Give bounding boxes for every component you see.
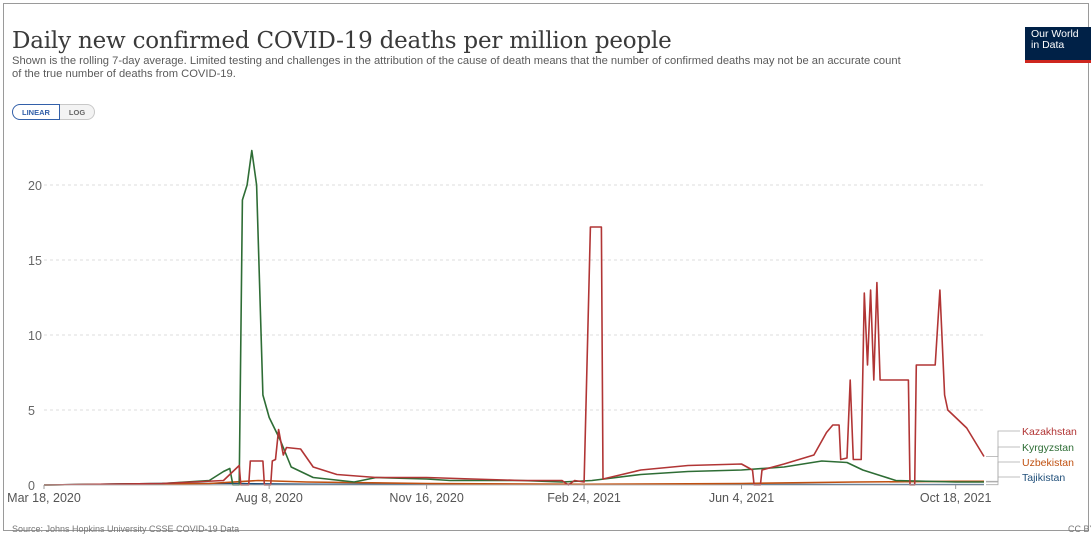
series-line-kazakhstan[interactable] — [43, 226, 985, 486]
y-tick-label: 5 — [28, 404, 35, 418]
series-layer — [43, 149, 985, 486]
legend-connector — [986, 461, 1020, 482]
legend-connector — [986, 476, 1020, 486]
owid-logo[interactable]: Our World in Data — [1025, 27, 1091, 63]
source-note[interactable]: Source: Johns Hopkins University CSSE CO… — [12, 524, 240, 534]
series-line-uzbekistan[interactable] — [43, 479, 984, 486]
x-tick-label: Feb 24, 2021 — [547, 491, 621, 505]
x-tick-label: Mar 18, 2020 — [7, 491, 81, 505]
x-tick-label: Oct 18, 2021 — [920, 491, 992, 505]
x-tick-label: Jun 4, 2021 — [709, 491, 774, 505]
x-tick-label: Aug 8, 2020 — [235, 491, 302, 505]
y-tick-label: 15 — [28, 254, 42, 268]
chart-frame — [3, 3, 1089, 531]
grid-layer — [44, 184, 984, 411]
chart-title: Daily new confirmed COVID-19 deaths per … — [12, 28, 672, 54]
logo-line-2: in Data — [1031, 39, 1065, 51]
legend-connector — [986, 430, 1020, 457]
scale-toggle: LINEAR LOG — [12, 104, 96, 120]
y-tick-label: 20 — [28, 179, 42, 193]
x-tick-label: Nov 16, 2020 — [389, 491, 463, 505]
y-tick-label: 10 — [28, 329, 42, 343]
linear-scale-button[interactable]: LINEAR — [12, 104, 60, 120]
chart-subtitle: Shown is the rolling 7-day average. Limi… — [12, 55, 901, 80]
legend-label-tajikistan[interactable]: Tajikistan — [1022, 472, 1065, 484]
logo-line-1: Our World — [1031, 28, 1079, 40]
legend-label-uzbekistan[interactable]: Uzbekistan — [1022, 457, 1074, 469]
log-scale-button[interactable]: LOG — [59, 104, 96, 120]
license-note[interactable]: CC BY — [1068, 524, 1091, 534]
series-line-kyrgyzstan[interactable] — [43, 149, 984, 486]
y-tick-label: 0 — [28, 479, 35, 493]
legend-layer: Kazakhstan Kyrgyzstan Uzbekistan Tajikistan — [986, 426, 1077, 486]
legend-label-kyrgyzstan[interactable]: Kyrgyzstan — [1022, 442, 1074, 454]
axis-layer: 0 5 10 15 20 Mar 18, 2020 Aug 8, 2020 Nov 16, 2… — [7, 179, 991, 505]
legend-label-kazakhstan[interactable]: Kazakhstan — [1022, 426, 1077, 438]
